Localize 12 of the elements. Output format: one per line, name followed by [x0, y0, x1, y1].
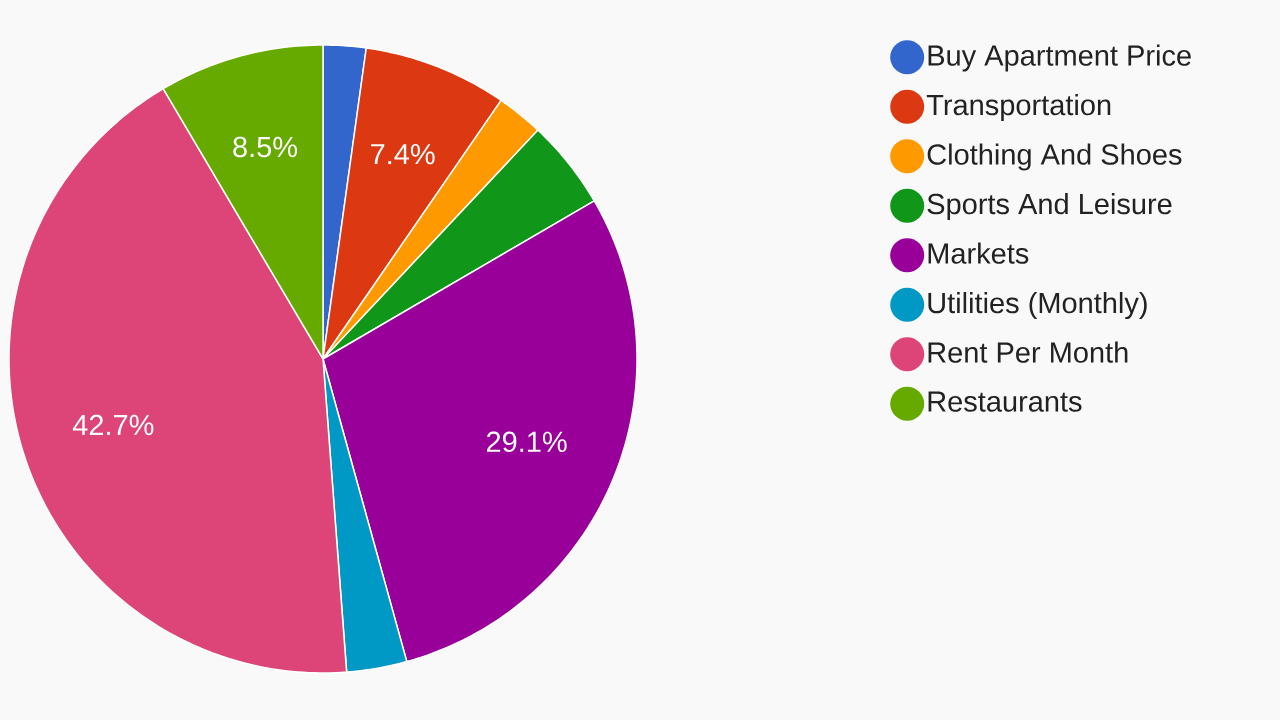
legend-label: Utilities (Monthly): [928, 292, 1147, 320]
legend-label: Transportation: [926, 94, 1111, 122]
legend-label: Markets: [928, 242, 1029, 264]
data-label: 29.1%: [486, 431, 567, 453]
legend-label: Restaurants: [928, 391, 1082, 412]
legend-label: Clothing And Shoes: [927, 143, 1182, 171]
legend-label: Sports And Leisure: [927, 193, 1172, 221]
legend-label: Rent Per Month: [928, 341, 1128, 363]
data-label: 8.5%: [233, 136, 298, 158]
data-label: 42.7%: [72, 414, 154, 436]
data-label: 7.4%: [371, 143, 435, 165]
legend-label: Buy Apartment Price: [928, 44, 1191, 72]
